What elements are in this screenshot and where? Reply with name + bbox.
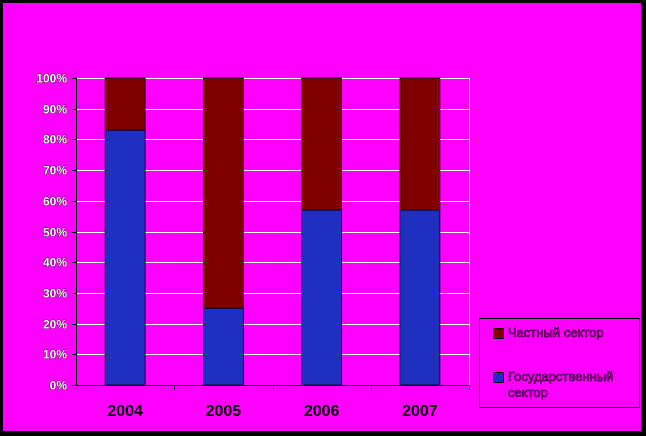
y-tick-label: 0% [50, 379, 68, 393]
bar-segment-2007-state [399, 209, 441, 386]
legend-label-state: Государственный сектор [508, 369, 614, 401]
y-tick-label: 80% [43, 133, 67, 147]
legend-swatch-private [493, 328, 504, 339]
y-tick-label: 40% [43, 256, 67, 270]
y-tick-label: 20% [43, 318, 67, 332]
x-tick-label: 2004 [107, 403, 143, 420]
y-tick-label: 90% [43, 103, 67, 117]
legend-item-state: Государственный сектор [493, 369, 630, 401]
legend: Частный сектор Государственный сектор [479, 318, 640, 408]
y-tick-label: 30% [43, 287, 67, 301]
bars [104, 77, 441, 386]
y-tick-label: 100% [36, 72, 67, 86]
legend-swatch-state [493, 372, 504, 383]
bar-segment-2004-private [104, 77, 146, 131]
bar-segment-2006-private [301, 77, 343, 211]
x-tick-label: 2006 [304, 403, 340, 420]
y-tick-label: 70% [43, 164, 67, 178]
bar-segment-2006-state [301, 209, 343, 386]
bar-segment-2007-private [399, 77, 441, 211]
y-tick-label: 10% [43, 348, 67, 362]
axes [72, 78, 470, 390]
y-tick-label: 50% [43, 226, 67, 240]
bar-segment-2004-state [104, 129, 146, 386]
x-tick-labels: 2004 2005 2006 2007 [107, 403, 437, 420]
bar-segment-2005-private [202, 77, 244, 309]
bar-segment-2005-state [202, 307, 244, 386]
y-tick-labels: 0% 10% 20% 30% 40% 50% 60% 70% 80% 90% 100% [36, 71, 68, 393]
legend-item-private: Частный сектор [493, 325, 630, 341]
x-tick-label: 2007 [402, 403, 438, 420]
y-tick-label: 60% [43, 195, 67, 209]
x-tick-label: 2005 [206, 403, 242, 420]
legend-label-private: Частный сектор [508, 325, 604, 341]
